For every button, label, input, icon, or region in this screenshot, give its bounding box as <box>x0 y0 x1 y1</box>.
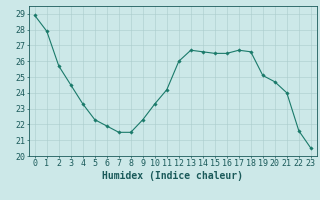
X-axis label: Humidex (Indice chaleur): Humidex (Indice chaleur) <box>102 171 243 181</box>
